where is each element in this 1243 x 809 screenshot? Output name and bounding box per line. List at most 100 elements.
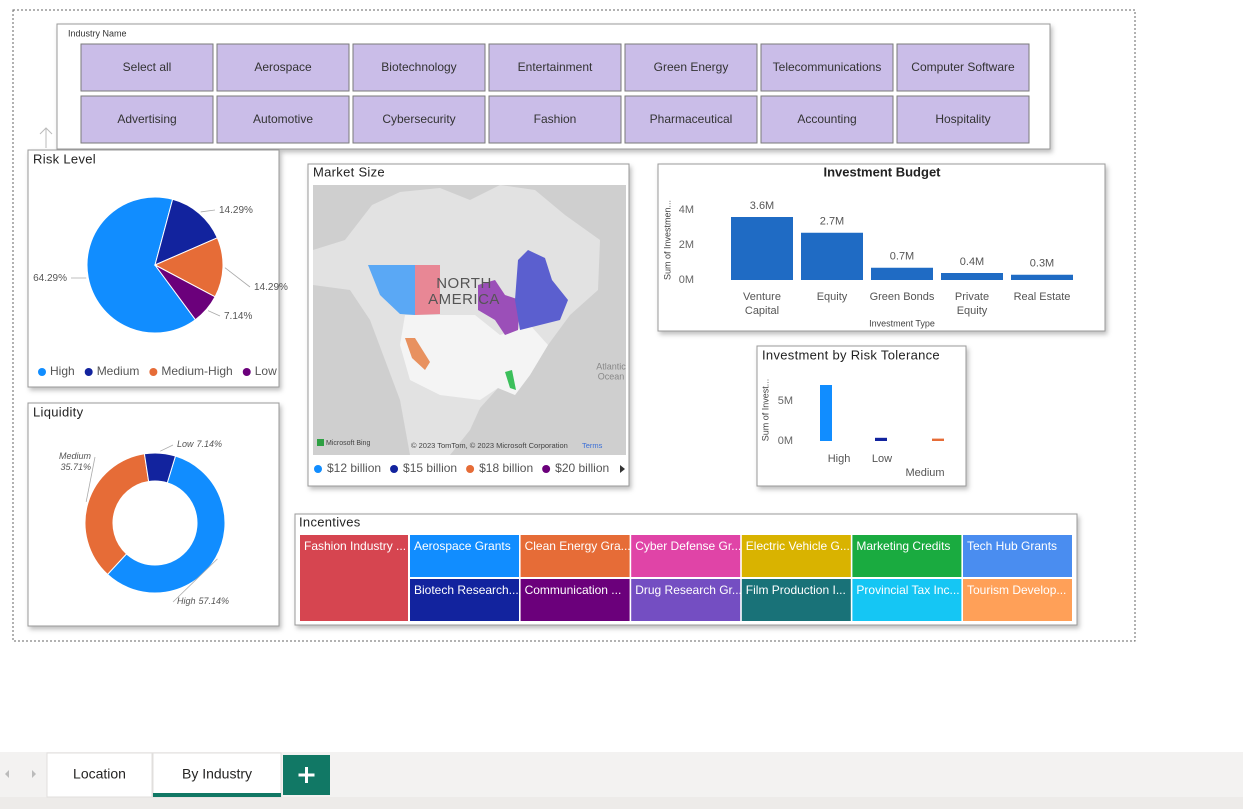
slicer-button[interactable] [352,95,486,144]
legend-label: $12 billion [327,461,381,475]
data-label: 0.7M [890,251,914,263]
map-label: Ocean [598,371,625,381]
y-tick-label: 5M [778,395,793,407]
chart-title: Investment by Risk Tolerance [762,347,940,362]
legend-label: $20 billion [555,461,609,475]
treemap-tile[interactable] [410,535,519,577]
label-value: 7.14% [197,439,223,449]
region-quebec [515,250,568,330]
data-label: 0.3M [1030,258,1054,270]
data-label: High 57.14% [177,596,229,606]
slicer-button[interactable] [760,95,894,144]
map-label: NORTH [436,275,492,292]
data-label: 0.4M [960,256,984,268]
treemap-tile[interactable] [631,535,741,577]
treemap-tile[interactable] [963,535,1072,577]
legend-label: Medium-High [161,364,232,378]
treemap-label: Tourism Develop... [967,583,1066,597]
treemap-label: Film Production I... [746,583,846,597]
region-ontario [478,280,520,335]
up-arrow-icon [39,127,53,148]
legend-label: Low [255,364,277,378]
bar [1011,274,1073,280]
slicer-button-label: Automotive [253,112,313,126]
tab-nav-right[interactable] [32,770,36,778]
legend-dot [390,465,399,473]
risk-level-card [27,149,280,388]
label-category: Medium [59,451,92,461]
slicer-button[interactable] [624,43,758,92]
pie-slice [154,264,216,321]
label-value: 7.14% [224,311,252,322]
chart-title: Risk Level [33,151,96,166]
slicer-button[interactable] [488,43,622,92]
legend-next-arrow[interactable] [620,465,625,473]
bar [941,273,1003,280]
slicer-button[interactable] [488,95,622,144]
slicer-button[interactable] [80,95,214,144]
chart-title: Incentives [299,514,361,529]
legend-dot [466,465,475,473]
leader-line [172,558,218,603]
slicer-button-label: Biotechnology [381,60,456,74]
slicer-button[interactable] [624,95,758,144]
label-category: Low [177,439,194,449]
leader-line [224,267,251,288]
treemap-label: Provincial Tax Inc... [856,583,959,597]
map [313,185,626,455]
treemap-tile[interactable] [963,579,1072,621]
treemap-tile[interactable] [852,535,962,577]
x-tick-label: High [828,453,851,465]
active-tab-underline [153,793,281,797]
slicer-button[interactable] [216,95,350,144]
slicer-button-label: Pharmaceutical [650,112,733,126]
map-attribution: © 2023 TomTom, © 2023 Microsoft Corporat… [411,441,568,450]
treemap-label: Clean Energy Gra... [525,539,631,553]
investment-budget-card [657,163,1106,332]
map-terms[interactable]: Terms [582,441,603,450]
slicer-button[interactable] [216,43,350,92]
treemap-tile[interactable] [300,535,408,621]
slicer-button-label: Entertainment [518,60,593,74]
slicer-button[interactable] [760,43,894,92]
treemap-label: Electric Vehicle G... [746,539,850,553]
treemap-label: Cyber Defense Gr... [635,539,741,553]
canvas-border [12,9,1136,642]
treemap-tile[interactable] [741,579,851,621]
slicer-button-label: Green Energy [654,60,729,74]
treemap-tile[interactable] [410,579,519,621]
slicer-button-label: Select all [123,60,172,74]
tab-nav-left[interactable] [5,770,9,778]
treemap-tile[interactable] [631,579,741,621]
slicer-button-label: Advertising [117,112,176,126]
slicer-button-label: Fashion [534,112,577,126]
slicer-button[interactable] [80,43,214,92]
risk-tolerance-card [756,345,967,487]
treemap-label: Drug Research Gr... [635,583,742,597]
pie-slice [86,196,197,334]
x-tick-label: Real Estate [1014,291,1071,303]
pie-slice [154,198,218,266]
bar [801,232,863,280]
region-bc [368,265,415,315]
page-tab-label: Location [73,766,126,782]
treemap-tile[interactable] [741,535,851,577]
legend-dot [149,368,158,376]
page-tab[interactable] [46,752,153,798]
x-tick-label: Medium [905,467,944,479]
treemap-tile[interactable] [852,579,962,621]
slicer-button[interactable] [896,95,1030,144]
treemap-tile[interactable] [520,579,630,621]
y-axis-title: Sum of Investmen... [662,200,672,280]
slicer-button[interactable] [352,43,486,92]
treemap-tile[interactable] [520,535,630,577]
slicer-button[interactable] [896,43,1030,92]
slicer-button-label: Accounting [797,112,856,126]
chart-title: Market Size [313,164,385,179]
label-value: 14.29% [254,282,288,293]
legend-label: High [50,364,75,378]
x-tick-label: Green Bonds [870,291,935,303]
data-label: 64.29% [33,273,67,284]
data-label: 14.29% [254,282,288,293]
